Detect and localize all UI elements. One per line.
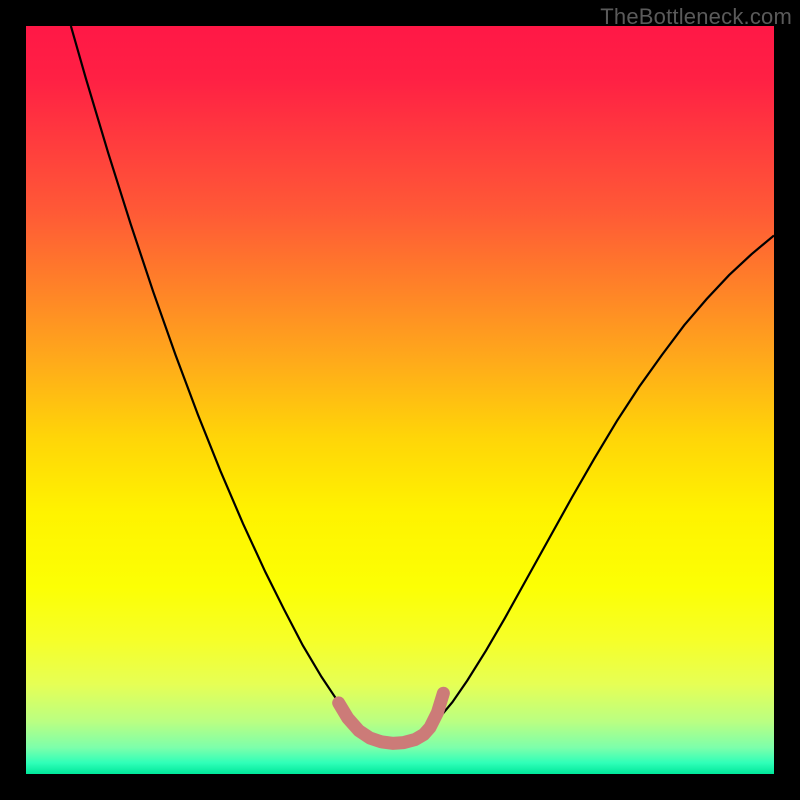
gradient-background: [26, 26, 774, 774]
watermark-text: TheBottleneck.com: [600, 4, 792, 30]
chart-container: TheBottleneck.com: [0, 0, 800, 800]
bottleneck-chart-svg: [26, 26, 774, 774]
plot-frame: [26, 26, 774, 774]
